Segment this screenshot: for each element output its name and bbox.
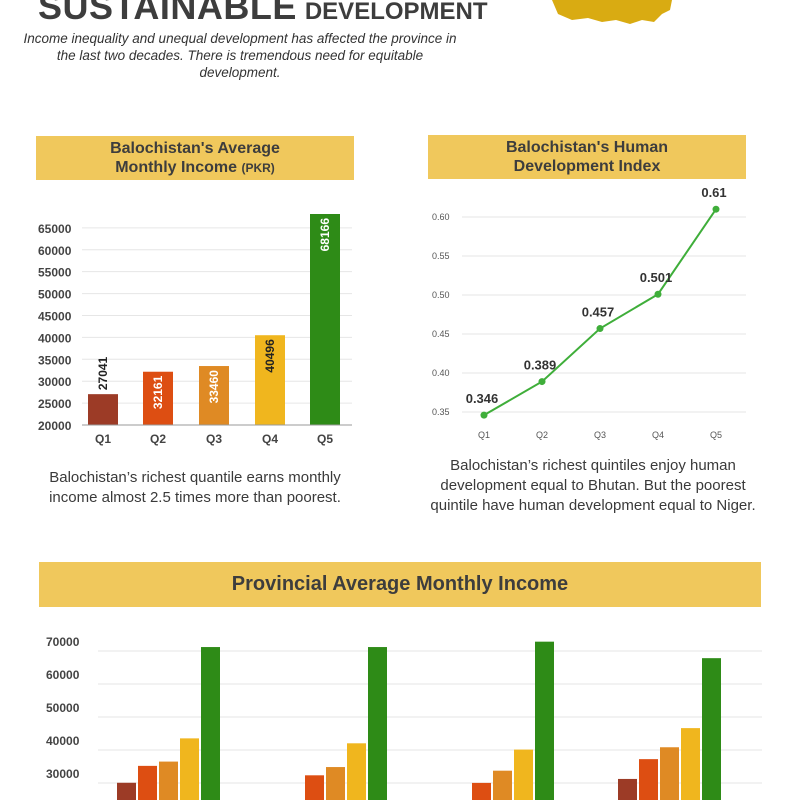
income-title-line2: Monthly Income <box>115 158 237 176</box>
provincial-title: Provincial Average Monthly Income <box>231 573 569 595</box>
intro-text: Income inequality and unequal developmen… <box>23 31 457 80</box>
prov-bar-g4-q3 <box>660 747 679 800</box>
prov-bar-g1-q4 <box>180 738 199 800</box>
hdi-y-tick: 0.60 <box>432 212 450 222</box>
income-y-tick: 40000 <box>38 331 72 345</box>
prov-bar-g1-q3 <box>159 761 178 800</box>
hdi-point-q3 <box>596 325 604 333</box>
hdi-point-q2 <box>538 378 546 386</box>
balochistan-map-icon <box>552 0 672 24</box>
hdi-y-tick: 0.45 <box>432 329 450 339</box>
prov-bar-g1-q1 <box>117 782 136 800</box>
hdi-caption: Balochistan’s richest quintiles enjoy hu… <box>430 457 756 514</box>
income-x-tick: Q3 <box>206 432 222 446</box>
hdi-value-label: 0.346 <box>466 391 499 406</box>
prov-y-tick: 40000 <box>46 734 80 748</box>
income-y-tick: 45000 <box>38 309 72 323</box>
hdi-point-q4 <box>654 290 662 298</box>
income-panel-title: Balochistan's Average Monthly Income (PK… <box>36 136 354 180</box>
income-x-tick: Q5 <box>317 432 333 446</box>
heading-sub: DEVELOPMENT <box>304 0 488 25</box>
prov-bar-g3-q2 <box>472 782 491 800</box>
hdi-x-tick: Q2 <box>536 430 548 440</box>
income-title-unit: (PKR) <box>241 160 275 175</box>
prov-y-tick: 30000 <box>46 767 80 781</box>
heading-main: SUSTAINABLE <box>38 0 297 27</box>
prov-bar-g2-q4 <box>347 743 366 800</box>
prov-bar-g2-q5 <box>368 647 387 800</box>
income-bar-chart: 20000 25000 30000 35000 40000 45000 50000 55000… <box>38 214 352 446</box>
prov-y-tick: 70000 <box>46 635 80 649</box>
prov-bar-g3-q4 <box>514 749 533 800</box>
page-heading: SUSTAINABLE DEVELOPMENT <box>38 0 488 28</box>
income-bar-q1 <box>88 394 118 425</box>
income-y-tick: 35000 <box>38 353 72 367</box>
hdi-x-tick: Q5 <box>710 430 722 440</box>
income-value-label: 40496 <box>263 339 277 373</box>
provincial-panel-title: Provincial Average Monthly Income <box>39 562 761 607</box>
income-value-label: 68166 <box>318 218 332 252</box>
hdi-line-chart: 0.35 0.40 0.45 0.50 0.55 0.60 0.346 Q1 0.389 Q2 0.… <box>432 185 746 440</box>
hdi-value-label: 0.457 <box>582 305 615 320</box>
prov-bar-g1-q2 <box>138 765 157 800</box>
hdi-point-q1 <box>480 411 488 419</box>
income-value-label: 27041 <box>96 356 110 390</box>
income-y-tick: 30000 <box>38 375 72 389</box>
income-x-tick: Q4 <box>262 432 278 446</box>
prov-bar-g4-q5 <box>702 658 721 800</box>
income-bar-q4 <box>255 335 285 425</box>
hdi-y-tick: 0.50 <box>432 290 450 300</box>
income-y-tick: 20000 <box>38 419 72 433</box>
income-y-tick: 60000 <box>38 244 72 258</box>
prov-bar-g2-q2 <box>305 775 324 800</box>
prov-y-tick: 50000 <box>46 701 80 715</box>
income-title-line1: Balochistan's Average <box>110 139 280 157</box>
prov-y-tick: 60000 <box>46 668 80 682</box>
hdi-title-line2: Development Index <box>513 158 661 175</box>
hdi-panel-title: Balochistan's Human Development Index <box>428 135 746 179</box>
income-y-tick: 65000 <box>38 222 72 236</box>
prov-bar-g3-q5 <box>535 641 554 800</box>
hdi-x-tick: Q3 <box>594 430 606 440</box>
hdi-point-q5 <box>712 205 720 213</box>
hdi-x-tick: Q4 <box>652 430 664 440</box>
income-bar-q5 <box>310 214 340 425</box>
income-x-tick: Q2 <box>150 432 166 446</box>
provincial-bar-chart: 30000 40000 50000 60000 70000 <box>46 635 762 800</box>
prov-bar-g2-q3 <box>326 767 345 800</box>
income-y-tick: 25000 <box>38 397 72 411</box>
income-bar-q3 <box>199 366 229 425</box>
prov-bar-g3-q3 <box>493 770 512 800</box>
income-caption: Balochistan’s richest quantile earns mon… <box>49 469 341 506</box>
hdi-y-tick: 0.40 <box>432 368 450 378</box>
income-y-tick: 55000 <box>38 266 72 280</box>
prov-bar-g4-q4 <box>681 728 700 800</box>
hdi-title-line1: Balochistan's Human <box>505 139 669 156</box>
prov-bar-g4-q2 <box>639 759 658 800</box>
prov-bar-g4-q1 <box>618 778 637 800</box>
hdi-x-tick: Q1 <box>478 430 490 440</box>
income-value-label: 32161 <box>151 375 165 409</box>
hdi-y-tick: 0.55 <box>432 251 450 261</box>
income-value-label: 33460 <box>207 370 221 404</box>
hdi-value-label: 0.389 <box>524 358 557 373</box>
hdi-value-label: 0.61 <box>701 185 726 200</box>
hdi-y-tick: 0.35 <box>432 407 450 417</box>
prov-bar-g1-q5 <box>201 647 220 800</box>
hdi-value-label: 0.501 <box>640 270 673 285</box>
income-x-tick: Q1 <box>95 432 111 446</box>
income-bar-q2 <box>143 371 173 425</box>
income-y-tick: 50000 <box>38 288 72 302</box>
